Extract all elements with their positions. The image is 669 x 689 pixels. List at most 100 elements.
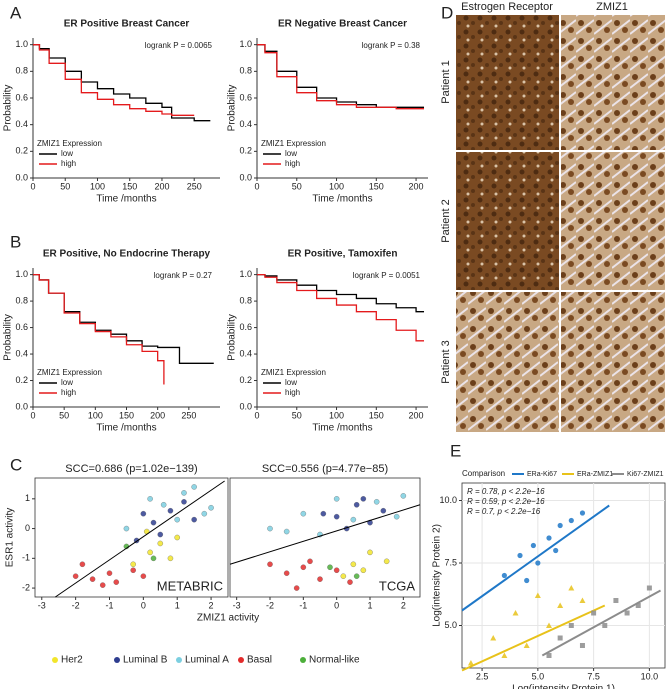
annotation: logrank P = 0.0051: [353, 271, 421, 280]
histology-image: [456, 292, 559, 432]
point: [181, 490, 187, 496]
x-tick-label: -1: [105, 600, 113, 610]
point: [157, 540, 164, 547]
point: [140, 510, 147, 517]
trend-line: [541, 589, 662, 657]
point: [553, 547, 559, 554]
x-tick-label: 150: [119, 410, 134, 420]
x-axis-label: Time /months: [312, 194, 372, 205]
point: [147, 549, 153, 556]
chart-title: ER Positive, Tamoxifen: [288, 249, 398, 260]
y-tick-label: 5.0: [444, 620, 457, 630]
point: [157, 531, 164, 538]
legend-label: low: [285, 149, 297, 158]
panel-label: B: [10, 232, 21, 251]
point: [517, 552, 523, 559]
legend-label: Basal: [247, 655, 272, 666]
legend-label: high: [61, 159, 76, 168]
x-tick-label: 2.5: [476, 671, 489, 681]
y-tick-label: 0.8: [239, 66, 252, 76]
point: [353, 502, 360, 508]
legend-swatch: [52, 657, 58, 663]
row-header: Patient 1: [440, 60, 452, 103]
y-tick-label: -1: [22, 553, 30, 563]
legend-label: Normal-like: [309, 655, 360, 666]
panel-label: A: [10, 3, 22, 22]
point: [150, 519, 157, 526]
x-tick-label: 150: [369, 410, 384, 420]
point: [327, 564, 333, 571]
dataset-label: METABRIC: [157, 578, 223, 593]
point: [208, 504, 214, 511]
x-tick-label: 200: [154, 181, 169, 191]
column-header: ZMIZ1: [596, 1, 628, 13]
y-tick-label: 0.8: [239, 295, 252, 305]
point: [191, 484, 197, 490]
histology-image: [561, 292, 665, 432]
legend-title: ZMIZ1 Expression: [37, 139, 102, 148]
point: [307, 558, 313, 565]
x-tick-label: 250: [181, 410, 196, 420]
y-tick-label: 0.2: [15, 375, 28, 385]
legend-swatch: [114, 657, 120, 663]
y-tick-label: 0: [25, 523, 30, 533]
legend-swatch: [176, 657, 182, 663]
chart-title: SCC=0.686 (p=1.02e−139): [65, 463, 197, 475]
point: [333, 513, 340, 520]
point: [106, 570, 113, 576]
dataset-label: TCGA: [379, 578, 415, 593]
x-tick-label: 2: [401, 600, 406, 610]
survival-curve: [257, 44, 425, 110]
point: [130, 567, 136, 573]
trend-line: [461, 504, 610, 612]
y-tick-label: 0.4: [15, 348, 28, 358]
x-tick-label: 50: [59, 410, 69, 420]
x-tick-label: 100: [329, 181, 344, 191]
legend-label: ERa-Ki67: [527, 471, 557, 478]
x-axis-label: ZMIZ1 activity: [197, 613, 259, 624]
point: [501, 652, 508, 658]
y-tick-label: 0.0: [15, 401, 28, 411]
histology-grid: Estrogen Receptor ZMIZ1 Patient 1 Patien…: [440, 1, 665, 432]
point: [79, 561, 86, 568]
point: [181, 499, 187, 505]
legend-label: low: [285, 378, 297, 387]
chart-title: ER Positive Breast Cancer: [64, 19, 190, 30]
stat-label: R = 0.59, p < 2.2e−16: [467, 497, 545, 506]
plot-frame: [229, 477, 421, 598]
point: [557, 602, 564, 608]
point: [350, 561, 357, 568]
x-tick-label: 0: [141, 600, 146, 610]
x-tick-label: 10.0: [641, 671, 659, 681]
x-tick-label: 250: [187, 181, 202, 191]
legend-swatch: [300, 657, 306, 663]
legend-title: ZMIZ1 Expression: [37, 368, 102, 377]
point: [150, 555, 157, 562]
legend-label: high: [285, 388, 300, 397]
survival-curve: [257, 273, 425, 342]
legend-label: Luminal B: [123, 655, 168, 666]
point: [373, 499, 380, 505]
point: [535, 560, 541, 566]
y-tick-label: 1.0: [15, 269, 28, 279]
x-tick-label: -3: [233, 600, 241, 610]
column-header: Estrogen Receptor: [461, 1, 553, 13]
point: [167, 555, 174, 562]
x-tick-label: 50: [60, 181, 70, 191]
x-tick-label: 200: [409, 410, 424, 420]
point: [501, 572, 507, 579]
legend-label: low: [61, 378, 73, 387]
legend-title: Comparison: [462, 469, 505, 478]
point: [579, 643, 585, 648]
point: [283, 570, 290, 576]
y-tick-label: 0.2: [239, 375, 252, 385]
stat-label: R = 0.78, p < 2.2e−16: [467, 487, 545, 496]
point: [523, 642, 530, 648]
point: [524, 577, 530, 584]
point: [167, 507, 174, 514]
annotation: logrank P = 0.27: [154, 271, 213, 280]
legend-swatch: [238, 657, 244, 663]
survival-curve: [33, 44, 195, 116]
stat-label: R = 0.7, p < 2.2e−16: [467, 507, 541, 516]
